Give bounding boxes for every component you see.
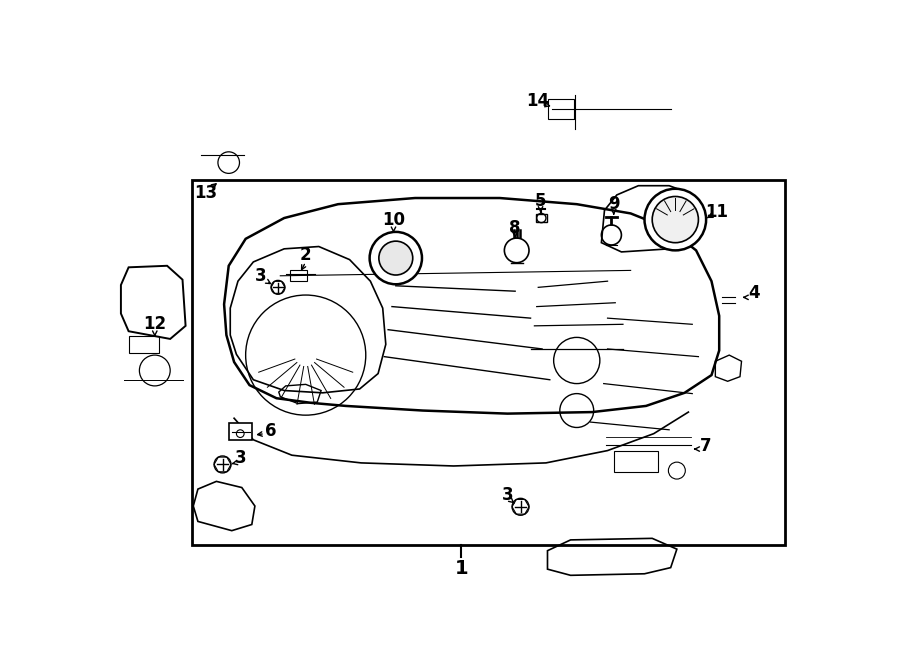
Bar <box>548 99 573 119</box>
Bar <box>614 451 659 472</box>
Text: 3: 3 <box>234 449 246 467</box>
Circle shape <box>370 232 422 284</box>
Bar <box>229 423 252 440</box>
Text: 3: 3 <box>256 267 267 285</box>
Text: 12: 12 <box>143 315 166 333</box>
Text: 6: 6 <box>266 422 277 440</box>
Text: 14: 14 <box>526 92 550 110</box>
Bar <box>291 270 307 281</box>
Text: 13: 13 <box>194 185 217 203</box>
Text: 11: 11 <box>706 203 728 221</box>
Text: 9: 9 <box>608 195 619 213</box>
Bar <box>129 336 159 353</box>
Text: 3: 3 <box>501 487 513 504</box>
Text: 5: 5 <box>535 192 546 210</box>
Circle shape <box>644 189 706 250</box>
Text: 8: 8 <box>509 219 521 237</box>
Text: 7: 7 <box>700 437 712 455</box>
Bar <box>536 214 546 222</box>
Circle shape <box>379 241 413 275</box>
Bar <box>192 179 785 545</box>
Text: 4: 4 <box>748 285 760 303</box>
Circle shape <box>652 197 698 243</box>
Text: 2: 2 <box>300 246 311 264</box>
Text: 1: 1 <box>454 559 468 578</box>
Text: 10: 10 <box>382 211 405 229</box>
